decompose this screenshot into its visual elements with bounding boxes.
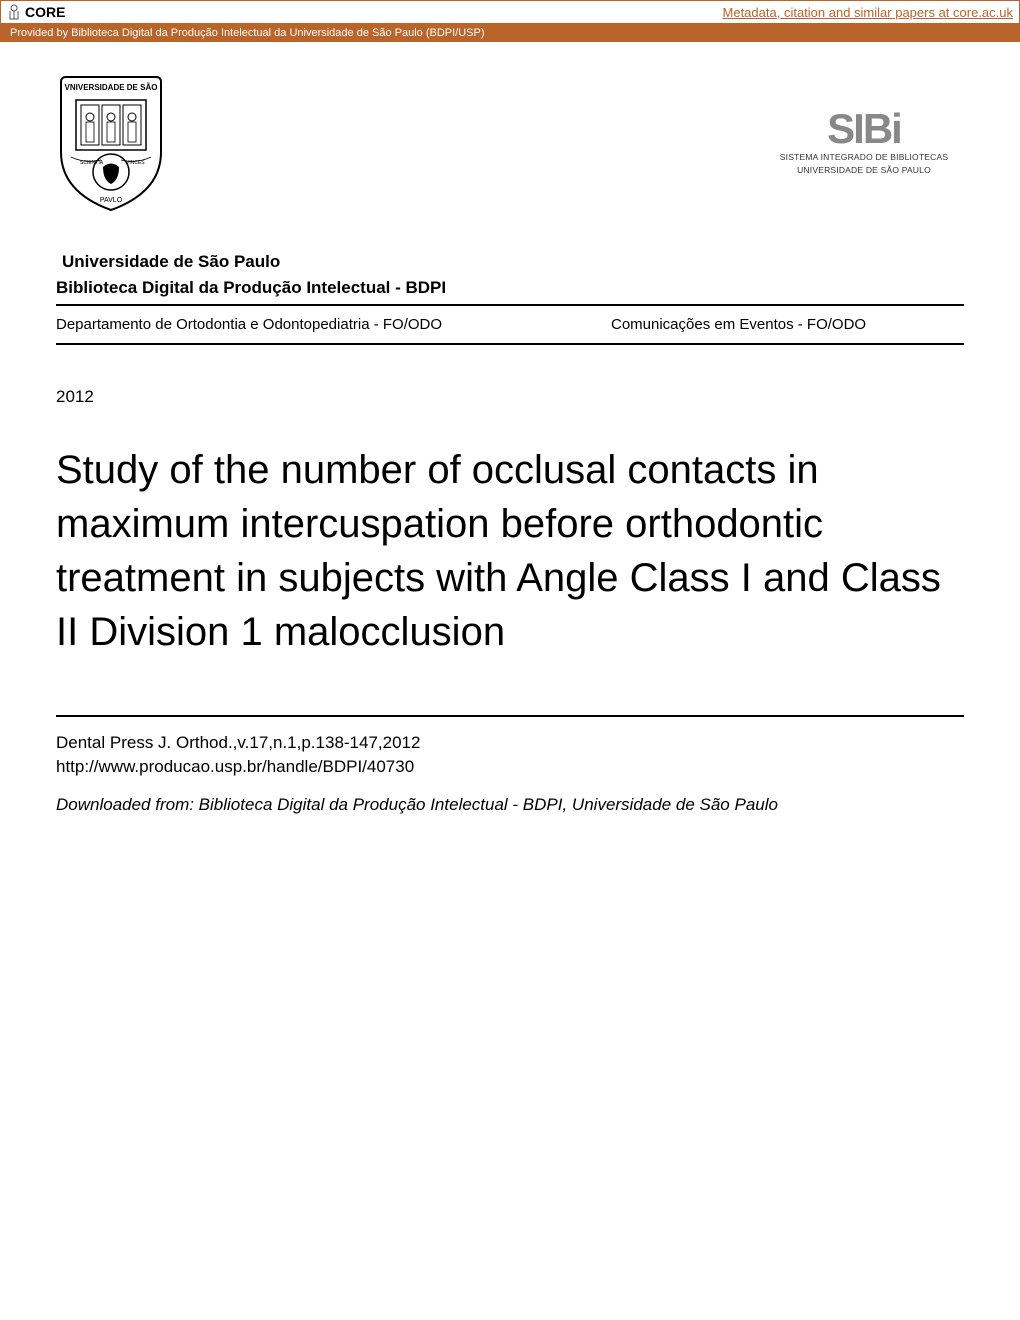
- sibi-logo: SIBi SISTEMA INTEGRADO DE BIBLIOTECAS UN…: [764, 108, 964, 176]
- core-banner: CORE Metadata, citation and similar pape…: [0, 0, 1020, 24]
- institution-name: Universidade de São Paulo: [56, 252, 964, 272]
- core-brand: CORE: [7, 4, 65, 20]
- core-metadata-link[interactable]: Metadata, citation and similar papers at…: [723, 5, 1013, 20]
- usp-seal-logo: VNIVERSIDADE DE SÃO PAVLO SCIENTIA VINCE…: [56, 72, 166, 212]
- paper-title: Study of the number of occlusal contacts…: [56, 443, 964, 659]
- institution-block: Universidade de São Paulo Biblioteca Dig…: [56, 252, 964, 306]
- citation-divider: [56, 715, 964, 717]
- svg-text:SCIENTIA: SCIENTIA: [80, 160, 104, 166]
- publication-year: 2012: [56, 387, 964, 407]
- provided-by-banner: Provided by Biblioteca Digital da Produç…: [0, 24, 1020, 42]
- sibi-main-text: SIBi: [764, 108, 964, 150]
- handle-url: http://www.producao.usp.br/handle/BDPI/4…: [56, 757, 964, 777]
- provided-by-text: Provided by Biblioteca Digital da Produç…: [10, 27, 485, 39]
- svg-text:VINCES: VINCES: [126, 160, 145, 166]
- logos-row: VNIVERSIDADE DE SÃO PAVLO SCIENTIA VINCE…: [56, 62, 964, 212]
- svg-text:VNIVERSIDADE DE SÃO: VNIVERSIDADE DE SÃO: [65, 83, 158, 92]
- department-row: Departamento de Ortodontia e Odontopedia…: [56, 316, 964, 345]
- sibi-sub2: UNIVERSIDADE DE SÃO PAULO: [764, 165, 964, 176]
- svg-text:PAVLO: PAVLO: [100, 197, 123, 204]
- library-name: Biblioteca Digital da Produção Intelectu…: [56, 278, 964, 306]
- department-left: Departamento de Ortodontia e Odontopedia…: [56, 316, 611, 333]
- core-label: CORE: [25, 4, 65, 20]
- page-content: VNIVERSIDADE DE SÃO PAVLO SCIENTIA VINCE…: [0, 42, 1020, 815]
- department-right: Comunicações em Eventos - FO/ODO: [611, 316, 964, 333]
- core-icon: [7, 4, 21, 20]
- downloaded-from: Downloaded from: Biblioteca Digital da P…: [56, 795, 964, 815]
- sibi-sub1: SISTEMA INTEGRADO DE BIBLIOTECAS: [764, 152, 964, 163]
- journal-citation: Dental Press J. Orthod.,v.17,n.1,p.138-1…: [56, 731, 964, 755]
